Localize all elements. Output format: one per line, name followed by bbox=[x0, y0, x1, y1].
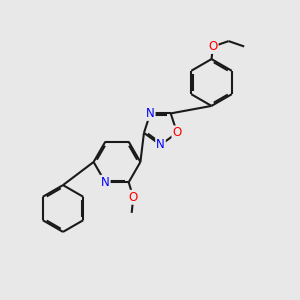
Text: O: O bbox=[129, 191, 138, 204]
Text: N: N bbox=[101, 176, 110, 189]
Text: O: O bbox=[208, 40, 217, 53]
Text: O: O bbox=[172, 126, 182, 140]
Text: N: N bbox=[146, 107, 154, 120]
Text: N: N bbox=[156, 138, 165, 152]
